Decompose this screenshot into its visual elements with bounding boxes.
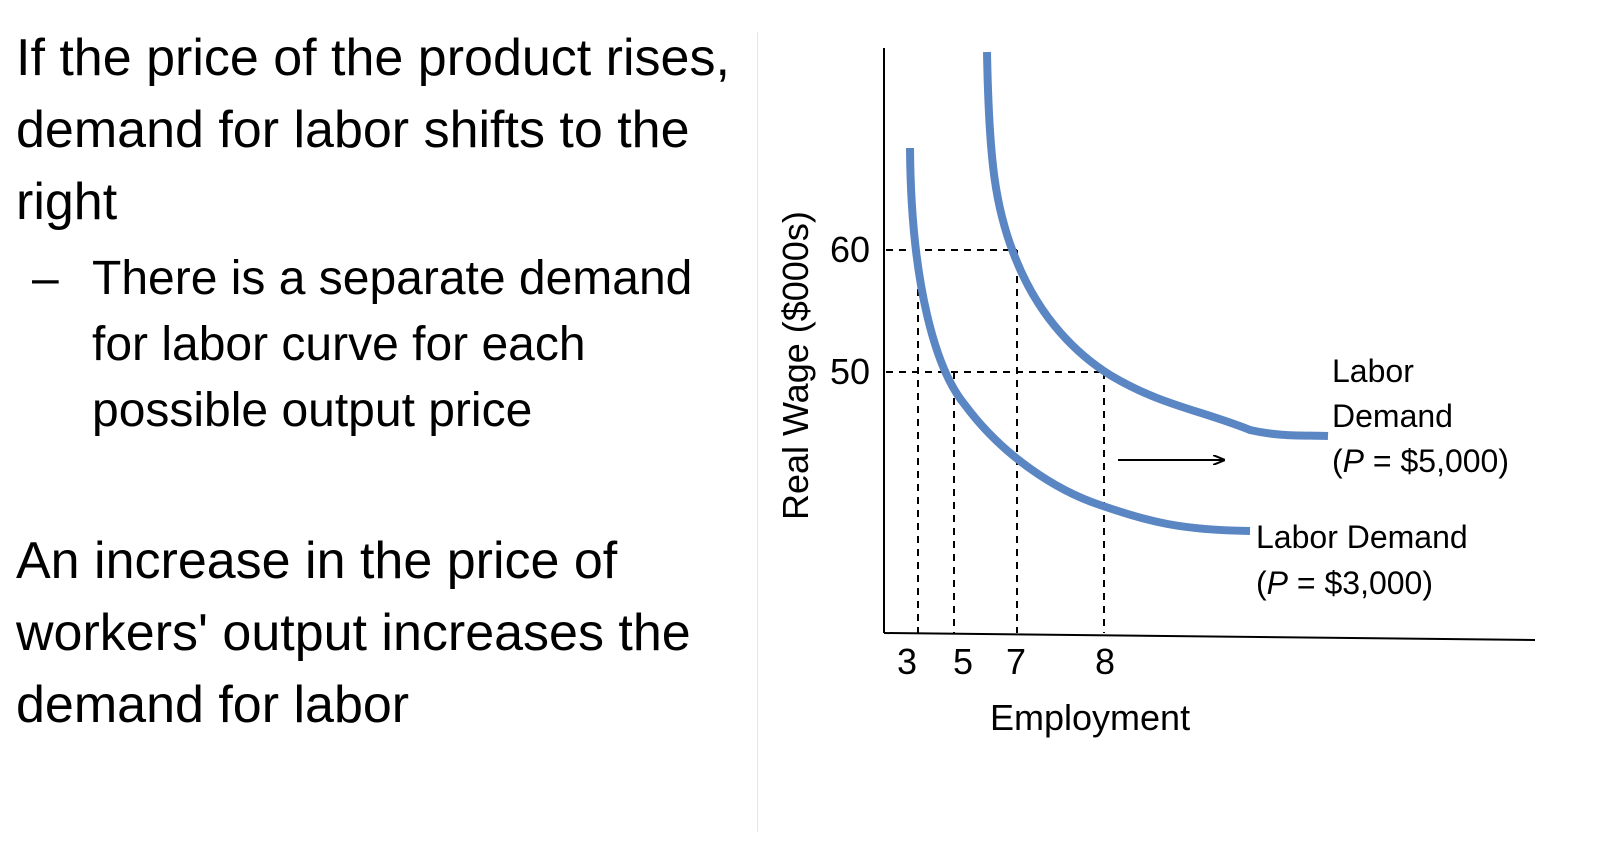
y-tick-label: 50: [830, 351, 870, 392]
x-axis: [883, 632, 1536, 641]
x-tick-label: 8: [1095, 641, 1115, 682]
panel-divider: [757, 32, 758, 832]
series-label-p3000-line2: (P = $3,000): [1256, 565, 1433, 601]
labor-demand-chart: 60 50 3 5 7 8 Employment Real Wage ($000…: [775, 48, 1536, 738]
x-tick-label: 3: [897, 641, 917, 682]
labor-demand-curve-p5000: [983, 51, 1329, 440]
slide-text-panel: If the price of the product rises, deman…: [0, 0, 760, 848]
sub-bullet-dash: –: [32, 252, 59, 305]
bullet-product-price: If the price of the product rises, deman…: [16, 29, 730, 231]
x-axis-label: Employment: [990, 697, 1190, 738]
bullet-output-price-increase: An increase in the price of workers' out…: [16, 532, 691, 734]
series-label-p5000-line2: Demand: [1332, 398, 1453, 434]
series-label-p3000-line1: Labor Demand: [1256, 519, 1468, 555]
y-axis-label: Real Wage ($000s): [775, 211, 816, 520]
labor-demand-curve-p3000: [906, 147, 1251, 535]
y-tick-label: 60: [830, 229, 870, 270]
series-label-p5000-line3: (P = $5,000): [1332, 443, 1509, 479]
sub-bullet-separate-demand: There is a separate demand for labor cur…: [92, 252, 693, 437]
x-tick-label: 5: [953, 641, 973, 682]
series-label-p5000-line1: Labor: [1332, 353, 1414, 389]
x-tick-label: 7: [1006, 641, 1026, 682]
